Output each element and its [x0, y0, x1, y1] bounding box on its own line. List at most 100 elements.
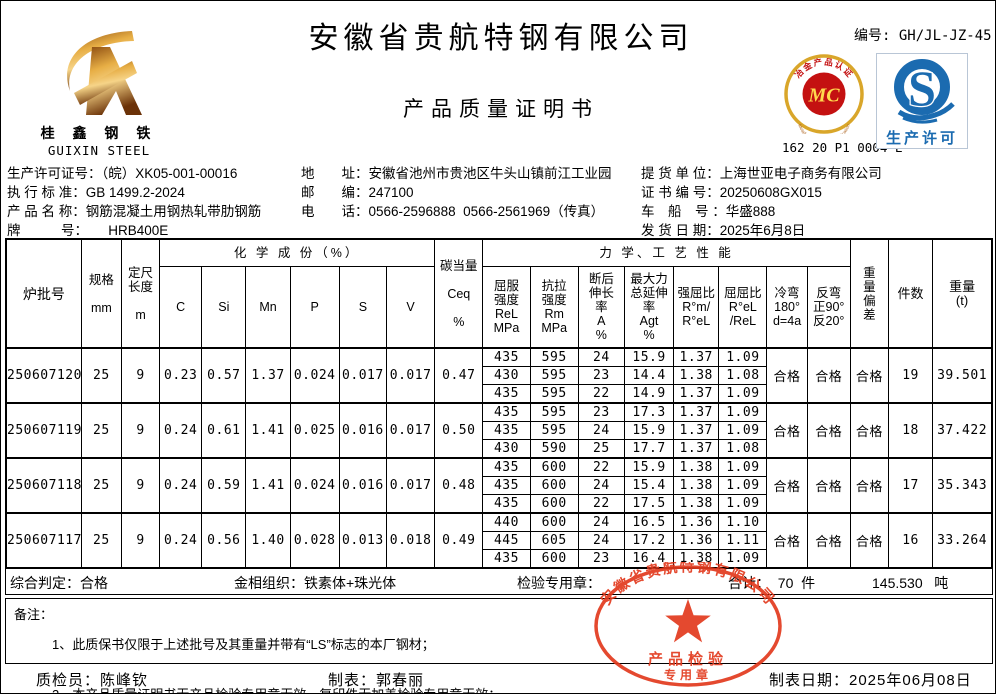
table-cell: 1.37 — [673, 421, 720, 440]
table-cell: 0.024 — [289, 457, 340, 514]
table-cell: 1.37 — [673, 384, 720, 404]
table-cell: 1.08 — [718, 366, 768, 385]
table-cell: 0.47 — [434, 347, 484, 404]
table-cell: 22 — [577, 494, 625, 514]
table-cell: 250607119 — [5, 402, 82, 459]
table-cell: 435 — [482, 457, 531, 477]
col-header-p: P — [289, 266, 340, 349]
tabulation-date: 制表日期：2025年06月08日 — [769, 672, 972, 689]
inspector-name: 质检员：陈峰钦 — [36, 672, 149, 689]
table-cell: 250607117 — [5, 512, 82, 569]
table-cell: 19 — [887, 347, 934, 404]
table-cell: 1.38 — [673, 457, 720, 477]
batch-row: 435 600 23 16.4 1.38 1.09 — [6, 549, 992, 569]
info-address: 地 址：安徽省池州市贵池区牛头山镇前江工业园 — [301, 166, 612, 181]
table-cell: 17.7 — [623, 439, 675, 459]
table-cell: 1.09 — [718, 549, 768, 569]
table-area: 炉批号 规格 mm 定尺 长度 m 化 学 成 份（%） 碳当量 Ceq % 力… — [5, 238, 993, 693]
table-cell: 合格 — [849, 512, 889, 569]
info-consignee: 提 货 单 位：上海世亚电子商务有限公司 — [641, 166, 882, 181]
table-cell: 435 — [482, 347, 531, 367]
guixin-logo-icon — [67, 31, 142, 115]
table-cell: 0.57 — [201, 347, 247, 404]
inspection-stamp-icon: 安徽省贵航特钢有限公司 产品检验 专用章 — [594, 562, 782, 687]
remarks-label: 备注： — [14, 607, 54, 622]
table-cell: 25 — [80, 512, 122, 569]
col-header-rel-rel: 屈屈比 R°eL /ReL — [718, 266, 768, 349]
table-cell: 435 — [482, 421, 531, 440]
table-cell: 1.09 — [718, 421, 768, 440]
table-cell: 37.422 — [932, 402, 993, 459]
remark-line: 1、此质保书仅限于上述批号及其重量并带有“LS”标志的本厂钢材； — [52, 637, 435, 652]
table-cell: 600 — [529, 549, 579, 569]
table-cell: 22 — [577, 384, 625, 404]
batch-row: 250607117 25 9 0.24 0.56 1.40 0.028 0.013 0.018 0… — [5, 512, 993, 569]
table-cell: 24 — [577, 421, 625, 440]
table-cell: 35.343 — [932, 457, 993, 514]
mc-certification-icon: MC 冶金产品认证 Metallurgical Product Certific… — [784, 54, 864, 145]
table-cell: 合格 — [806, 457, 851, 514]
table-cell: 23 — [577, 549, 625, 569]
table-cell: 25 — [577, 439, 625, 459]
total-weight: 145.530 吨 — [872, 575, 949, 591]
table-body: 250607120 25 9 0.23 0.57 1.37 0.024 0.017 0.017 0… — [5, 347, 993, 569]
table-cell: 1.11 — [718, 531, 768, 550]
table-cell: 9 — [120, 347, 161, 404]
table-cell: 合格 — [849, 457, 889, 514]
table-cell: 1.09 — [718, 384, 768, 404]
table-cell: 1.40 — [245, 512, 291, 569]
mc-certification: MC 冶金产品认证 Metallurgical Product Certific… — [782, 54, 902, 155]
guixin-logo: 桂 鑫 钢 铁 GUIXIN STEEL — [39, 29, 159, 158]
info-standard: 执 行 标 准：GB 1499.2-2024 — [7, 185, 185, 200]
guixin-name-cn: 桂 鑫 钢 铁 — [40, 125, 158, 141]
group-header-mechanical: 力 学、工 艺 性 能 — [482, 238, 851, 267]
table-cell: 0.24 — [159, 512, 203, 569]
col-header-weight: 重量 (t) — [932, 238, 993, 349]
mc-text: MC — [807, 85, 840, 107]
document-title: 产品质量证明书 — [403, 97, 599, 121]
table-cell: 0.56 — [201, 512, 247, 569]
table-cell: 1.09 — [718, 457, 768, 477]
col-header-tensile: 抗拉 强度 Rm MPa — [529, 266, 579, 349]
col-header-length: 定尺 长度 m — [120, 238, 161, 349]
table-cell: 600 — [529, 476, 579, 495]
table-cell: 0.017 — [338, 347, 387, 404]
table-cell: 23 — [577, 366, 625, 385]
col-header-elongation: 断后 伸长 率 A % — [577, 266, 625, 349]
table-cell: 1.36 — [673, 512, 720, 532]
table-cell: 0.49 — [434, 512, 484, 569]
col-header-agt: 最大力 总延伸 率 Agt % — [623, 266, 675, 349]
batch-row: 250607119 25 9 0.24 0.61 1.41 0.025 0.016 0.017 0… — [5, 402, 993, 459]
table-cell: 600 — [529, 494, 579, 514]
table-cell: 0.61 — [201, 402, 247, 459]
table-cell: 595 — [529, 347, 579, 367]
table-cell: 430 — [482, 366, 531, 385]
info-ship-date: 发 货 日 期：2025年6月8日 — [641, 223, 806, 238]
table-cell: 435 — [482, 476, 531, 495]
batch-row: 445 605 24 17.2 1.36 1.11 — [6, 531, 992, 550]
table-cell: 合格 — [849, 347, 889, 404]
table-cell: 0.24 — [159, 402, 203, 459]
info-postcode: 邮 编：247100 — [301, 185, 414, 200]
table-cell: 1.38 — [673, 366, 720, 385]
table-cell: 435 — [482, 402, 531, 422]
table-cell: 22 — [577, 457, 625, 477]
table-cell: 25 — [80, 457, 122, 514]
table-cell: 1.38 — [673, 549, 720, 569]
col-header-mn: Mn — [245, 266, 291, 349]
table-cell: 17.2 — [623, 531, 675, 550]
tabulator-name: 制表：郭春丽 — [328, 672, 425, 689]
col-header-c: C — [159, 266, 203, 349]
table-cell: 0.59 — [201, 457, 247, 514]
table-cell: 1.09 — [718, 347, 768, 367]
col-header-yield: 屈服 强度 ReL MPa — [482, 266, 531, 349]
table-cell: 17.3 — [623, 402, 675, 422]
table-cell: 16.5 — [623, 512, 675, 532]
remarks-box: 备注： 1、此质保书仅限于上述批号及其重量并带有“LS”标志的本厂钢材； 2、本… — [5, 598, 993, 693]
qs-s-letter: S — [908, 60, 936, 116]
table-cell: 0.24 — [159, 457, 203, 514]
table-cell: 1.08 — [718, 439, 768, 459]
table-cell: 合格 — [806, 512, 851, 569]
company-name: 安徽省贵航特钢有限公司 — [308, 22, 694, 55]
table-cell: 595 — [529, 366, 579, 385]
